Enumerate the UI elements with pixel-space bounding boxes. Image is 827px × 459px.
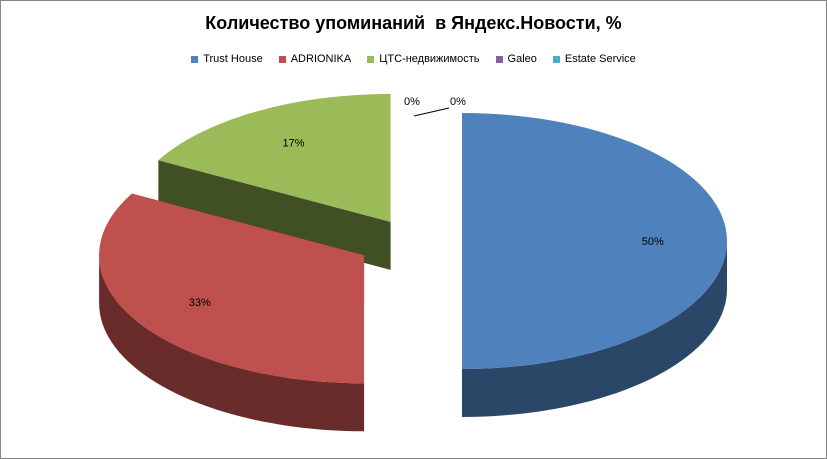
legend: Trust House ADRIONIKA ЦТС-недвижимость Gale…: [1, 53, 826, 65]
pie-slice-cut-face: [158, 160, 391, 270]
data-label: 17%: [282, 138, 304, 150]
pie-slice: [99, 193, 365, 384]
pie-slice: [462, 113, 727, 369]
legend-swatch: [552, 55, 560, 63]
leader-line: [413, 107, 450, 117]
legend-swatch: [495, 55, 503, 63]
legend-swatch: [367, 55, 375, 63]
data-label: 50%: [642, 236, 664, 248]
pie-labels: 50% 33% 17% 0% 0%: [189, 96, 664, 309]
pie-slice-wall: [462, 241, 727, 417]
legend-item: Galeo: [495, 53, 537, 65]
legend-label: ЦТС-недвижимость: [379, 53, 480, 65]
data-label: 0%: [404, 96, 420, 108]
legend-label: Estate Service: [564, 53, 636, 65]
data-label: 0%: [450, 96, 466, 108]
legend-item: ADRIONIKA: [278, 53, 352, 65]
chart-title: Количество упоминаний в Яндекс.Новости, …: [205, 13, 622, 33]
legend-swatch: [191, 55, 199, 63]
legend-label: Galeo: [507, 53, 537, 65]
legend-item: Estate Service: [552, 53, 636, 65]
pie-slice-wall: [99, 255, 365, 432]
legend-item: Trust House: [191, 53, 263, 65]
legend-label: Trust House: [203, 53, 263, 65]
legend-label: ADRIONIKA: [290, 53, 352, 65]
pie-slice: [158, 93, 391, 222]
data-label: 33%: [189, 297, 211, 309]
pie-tops: [99, 93, 727, 384]
legend-swatch: [278, 55, 286, 63]
legend-item: ЦТС-недвижимость: [367, 53, 480, 65]
